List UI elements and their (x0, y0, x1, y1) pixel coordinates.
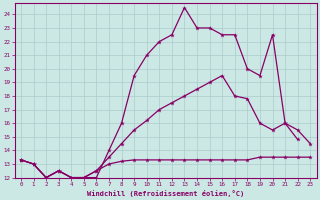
X-axis label: Windchill (Refroidissement éolien,°C): Windchill (Refroidissement éolien,°C) (87, 190, 244, 197)
